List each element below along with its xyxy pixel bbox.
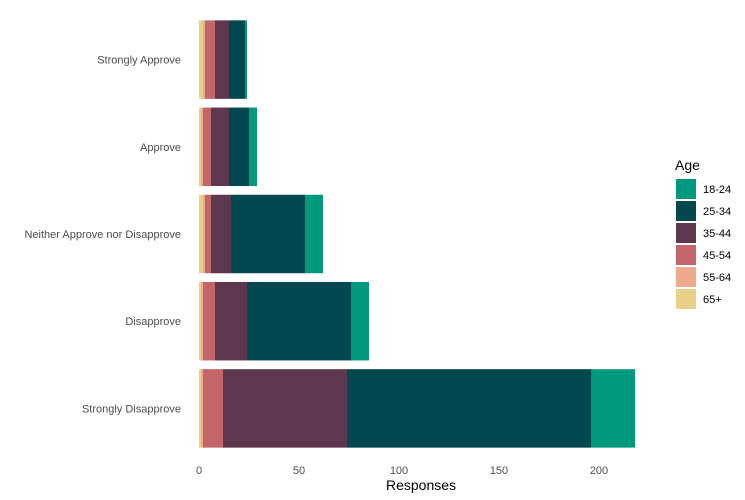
bar-disapprove-25-34 — [247, 281, 351, 361]
legend-label-35-44: 35-44 — [703, 228, 731, 240]
bar-neither-approve-nor-disapprove-18-24 — [305, 194, 323, 274]
category-label-approve: Approve — [140, 142, 181, 154]
bar-neither-approve-nor-disapprove-65 — [199, 194, 203, 274]
bar-strongly-disapprove-18-24 — [591, 369, 635, 448]
bar-strongly-approve-35-44 — [215, 20, 229, 99]
category-label-strongly-disapprove: Strongly Disapprove — [82, 403, 181, 415]
x-tick-label-100: 100 — [390, 465, 408, 477]
x-tick-label-0: 0 — [196, 465, 202, 477]
x-tick-label-50: 50 — [293, 465, 305, 477]
legend-items: 18-24 25-34 35-44 45-54 55-64 65+ — [676, 179, 731, 309]
x-axis-title: Responses — [386, 477, 456, 493]
x-tick-label-150: 150 — [490, 465, 508, 477]
category-label-neither-approve-nor-disapprove: Neither Approve nor Disapprove — [24, 229, 181, 241]
legend-label-18-24: 18-24 — [703, 184, 731, 196]
bars-layer — [199, 20, 635, 448]
bar-disapprove-65 — [199, 281, 201, 361]
legend-label-65: 65+ — [703, 294, 722, 306]
legend-title: Age — [675, 157, 700, 173]
legend-key-65 — [676, 289, 696, 309]
bar-strongly-approve-18-24 — [245, 20, 247, 99]
bar-neither-approve-nor-disapprove-55-64 — [203, 194, 205, 274]
bar-approve-65 — [199, 107, 201, 187]
category-label-strongly-approve: Strongly Approve — [97, 55, 181, 67]
bar-strongly-disapprove-55-64 — [201, 369, 203, 448]
bar-strongly-approve-45-54 — [205, 20, 215, 99]
bar-approve-35-44 — [211, 107, 229, 187]
legend-key-18-24 — [676, 179, 696, 199]
legend-label-25-34: 25-34 — [703, 206, 731, 218]
legend-key-35-44 — [676, 223, 696, 243]
legend-label-55-64: 55-64 — [703, 272, 731, 284]
x-tick-label-200: 200 — [590, 465, 608, 477]
bar-approve-25-34 — [229, 107, 249, 187]
x-tick-labels: 0 50 100 150 200 — [196, 465, 608, 477]
bar-strongly-disapprove-45-54 — [203, 369, 223, 448]
bar-neither-approve-nor-disapprove-25-34 — [231, 194, 305, 274]
legend-label-45-54: 45-54 — [703, 250, 731, 262]
category-labels: Strongly Approve Approve Neither Approve n… — [24, 55, 181, 416]
bar-disapprove-45-54 — [203, 281, 215, 361]
bar-strongly-approve-55-64 — [203, 20, 205, 99]
bar-disapprove-35-44 — [215, 281, 247, 361]
bar-disapprove-18-24 — [351, 281, 369, 361]
legend-key-55-64 — [676, 267, 696, 287]
bar-approve-45-54 — [203, 107, 211, 187]
legend-key-45-54 — [676, 245, 696, 265]
bar-strongly-disapprove-25-34 — [347, 369, 591, 448]
legend: Age 18-24 25-34 35-44 45-54 55-64 65+ — [675, 157, 731, 309]
bar-approve-55-64 — [201, 107, 203, 187]
legend-key-25-34 — [676, 201, 696, 221]
bar-strongly-approve-25-34 — [229, 20, 245, 99]
bar-disapprove-55-64 — [201, 281, 203, 361]
bar-strongly-disapprove-35-44 — [223, 369, 347, 448]
category-label-disapprove: Disapprove — [125, 316, 181, 328]
bar-approve-18-24 — [249, 107, 257, 187]
bar-strongly-approve-65 — [199, 20, 203, 99]
bar-strongly-disapprove-65 — [199, 369, 201, 448]
bar-neither-approve-nor-disapprove-45-54 — [205, 194, 211, 274]
bar-neither-approve-nor-disapprove-35-44 — [211, 194, 231, 274]
